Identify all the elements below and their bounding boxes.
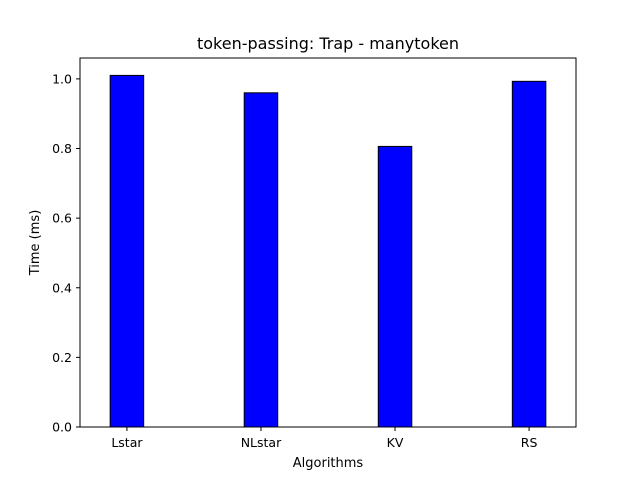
y-tick-label: 0.2 <box>52 350 72 365</box>
bar-lstar <box>109 74 145 428</box>
x-tick-label: KV <box>387 435 404 450</box>
y-tick-label: 0.6 <box>52 211 72 226</box>
plot-area: Lstar NLstar KV RS 0.0 0.2 0.4 0.6 0.8 1.0 <box>52 71 547 450</box>
x-tick-label: RS <box>521 435 538 450</box>
x-tick-label: NLstar <box>241 435 282 450</box>
y-axis-label: Time (ms) <box>28 210 43 277</box>
y-tick-label: 0.0 <box>52 420 72 435</box>
y-tick-label: 0.4 <box>52 280 72 295</box>
axes-frame <box>79 57 577 428</box>
x-tick-label: Lstar <box>111 435 143 450</box>
y-tick-label: 1.0 <box>52 71 72 86</box>
x-axis-label: Algorithms <box>293 456 364 471</box>
bar-nlstar <box>243 92 279 428</box>
bar-kv <box>377 145 413 428</box>
y-tick-label: 0.8 <box>52 141 72 156</box>
bar-rs <box>511 80 547 428</box>
chart-title: token-passing: Trap - manytoken <box>197 34 459 53</box>
